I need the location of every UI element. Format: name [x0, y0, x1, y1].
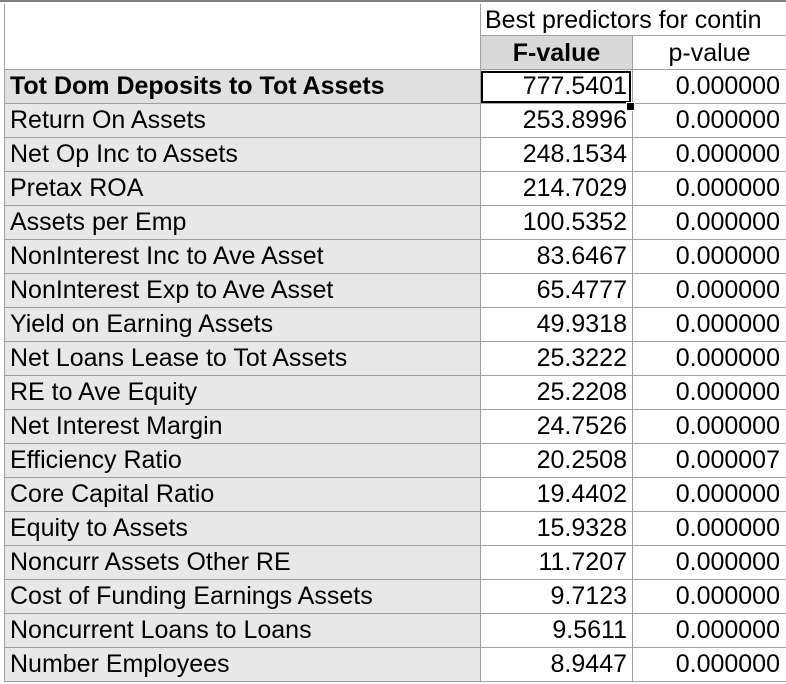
f-value-cell[interactable]: 20.2508 [480, 444, 632, 478]
f-value-cell[interactable]: 9.7123 [480, 580, 632, 614]
p-value-cell[interactable]: 0.000000 [632, 274, 786, 308]
p-value-cell[interactable]: 0.000000 [632, 342, 786, 376]
p-value-cell[interactable]: 0.000000 [632, 648, 786, 682]
p-value-column-header[interactable]: p-value [632, 36, 786, 70]
f-value-column-header[interactable]: F-value [480, 36, 632, 70]
predictor-label-cell[interactable]: Assets per Emp [4, 206, 480, 240]
table-row: Net Op Inc to Assets 248.1534 0.000000 [4, 138, 786, 172]
table-title-cell[interactable]: Best predictors for contin [480, 4, 786, 36]
table-row: RE to Ave Equity 25.2208 0.000000 [4, 376, 786, 410]
predictor-label-cell[interactable]: NonInterest Inc to Ave Asset [4, 240, 480, 274]
table-row: Noncurrent Loans to Loans 9.5611 0.000000 [4, 614, 786, 648]
f-value-cell[interactable]: 49.9318 [480, 308, 632, 342]
f-value-cell[interactable]: 777.5401 [480, 70, 632, 104]
predictor-label-cell[interactable]: Net Loans Lease to Tot Assets [4, 342, 480, 376]
table-row: NonInterest Exp to Ave Asset 65.4777 0.000… [4, 274, 786, 308]
p-value-cell[interactable]: 0.000000 [632, 546, 786, 580]
table-row: Noncurr Assets Other RE 11.7207 0.000000 [4, 546, 786, 580]
predictor-label-cell[interactable]: Equity to Assets [4, 512, 480, 546]
f-value-cell[interactable]: 8.9447 [480, 648, 632, 682]
table-row: Cost of Funding Earnings Assets 9.7123 0.0… [4, 580, 786, 614]
f-value-cell[interactable]: 15.9328 [480, 512, 632, 546]
p-value-cell[interactable]: 0.000000 [632, 104, 786, 138]
predictor-label-cell[interactable]: Tot Dom Deposits to Tot Assets [4, 70, 480, 104]
predictor-label-cell[interactable]: Core Capital Ratio [4, 478, 480, 512]
table-row: NonInterest Inc to Ave Asset 83.6467 0.000… [4, 240, 786, 274]
f-value-cell[interactable]: 25.2208 [480, 376, 632, 410]
f-value-cell[interactable]: 65.4777 [480, 274, 632, 308]
p-value-cell[interactable]: 0.000000 [632, 138, 786, 172]
p-value-cell[interactable]: 0.000007 [632, 444, 786, 478]
f-value-cell[interactable]: 19.4402 [480, 478, 632, 512]
table-row: Pretax ROA 214.7029 0.000000 [4, 172, 786, 206]
table-row: Yield on Earning Assets 49.9318 0.000000 [4, 308, 786, 342]
f-value-cell[interactable]: 25.3222 [480, 342, 632, 376]
p-value-cell[interactable]: 0.000000 [632, 308, 786, 342]
predictor-label-cell[interactable]: Noncurrent Loans to Loans [4, 614, 480, 648]
predictor-label-cell[interactable]: Return On Assets [4, 104, 480, 138]
table-row: Core Capital Ratio 19.4402 0.000000 [4, 478, 786, 512]
f-value-cell[interactable]: 9.5611 [480, 614, 632, 648]
predictor-label-cell[interactable]: Pretax ROA [4, 172, 480, 206]
header-blank-cell[interactable] [4, 4, 480, 70]
fill-handle[interactable] [626, 102, 635, 111]
grid-top-border [0, 0, 786, 2]
p-value-cell[interactable]: 0.000000 [632, 478, 786, 512]
p-value-cell[interactable]: 0.000000 [632, 206, 786, 240]
table-row: Return On Assets 253.8996 0.000000 [4, 104, 786, 138]
f-value-cell[interactable]: 100.5352 [480, 206, 632, 240]
table-row: Number Employees 8.9447 0.000000 [4, 648, 786, 682]
table-row: Assets per Emp 100.5352 0.000000 [4, 206, 786, 240]
predictor-label-cell[interactable]: Net Op Inc to Assets [4, 138, 480, 172]
p-value-cell[interactable]: 0.000000 [632, 172, 786, 206]
table-row: Net Interest Margin 24.7526 0.000000 [4, 410, 786, 444]
f-value-cell[interactable]: 83.6467 [480, 240, 632, 274]
p-value-cell[interactable]: 0.000000 [632, 512, 786, 546]
table-row: Net Loans Lease to Tot Assets 25.3222 0.00… [4, 342, 786, 376]
predictor-label-cell[interactable]: Number Employees [4, 648, 480, 682]
p-value-cell[interactable]: 0.000000 [632, 376, 786, 410]
f-value-cell[interactable]: 248.1534 [480, 138, 632, 172]
predictor-label-cell[interactable]: Yield on Earning Assets [4, 308, 480, 342]
f-value-cell[interactable]: 24.7526 [480, 410, 632, 444]
f-value-cell[interactable]: 253.8996 [480, 104, 632, 138]
table-row: Efficiency Ratio 20.2508 0.000007 [4, 444, 786, 478]
f-value-cell[interactable]: 214.7029 [480, 172, 632, 206]
predictor-label-cell[interactable]: Cost of Funding Earnings Assets [4, 580, 480, 614]
table-row: Equity to Assets 15.9328 0.000000 [4, 512, 786, 546]
predictor-label-cell[interactable]: NonInterest Exp to Ave Asset [4, 274, 480, 308]
p-value-cell[interactable]: 0.000000 [632, 580, 786, 614]
p-value-cell[interactable]: 0.000000 [632, 410, 786, 444]
f-value-cell[interactable]: 11.7207 [480, 546, 632, 580]
p-value-cell[interactable]: 0.000000 [632, 614, 786, 648]
predictor-label-cell[interactable]: RE to Ave Equity [4, 376, 480, 410]
predictor-label-cell[interactable]: Efficiency Ratio [4, 444, 480, 478]
p-value-cell[interactable]: 0.000000 [632, 240, 786, 274]
p-value-cell[interactable]: 0.000000 [632, 70, 786, 104]
predictor-label-cell[interactable]: Noncurr Assets Other RE [4, 546, 480, 580]
predictor-label-cell[interactable]: Net Interest Margin [4, 410, 480, 444]
table-row: Tot Dom Deposits to Tot Assets 777.5401 0.… [4, 70, 786, 104]
